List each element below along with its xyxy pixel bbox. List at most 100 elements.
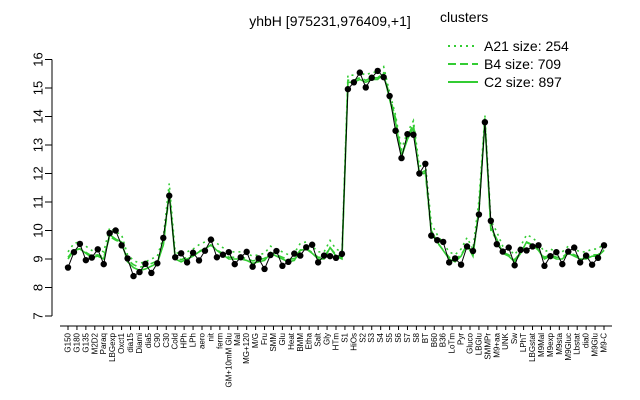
x-tick-label: M2D2	[90, 332, 99, 354]
profile-point	[535, 242, 542, 249]
profile-point	[571, 244, 578, 251]
x-tick-label: S4	[376, 332, 385, 342]
x-tick-label: G180	[72, 332, 81, 352]
profile-point	[422, 160, 429, 168]
x-tick-label: Gluco	[466, 332, 475, 353]
profile-point	[582, 252, 590, 259]
x-tick-label: M9Gluc	[564, 333, 573, 361]
x-tick-label: S8	[412, 332, 421, 342]
legend-a21-label: A21 size: 254	[484, 38, 569, 54]
x-tick-label: G135	[81, 332, 90, 352]
x-tick-label: B36	[439, 332, 448, 347]
x-tick-label: GM+10mM Glu	[224, 333, 233, 387]
x-tick-label: S1	[340, 332, 349, 342]
y-tick-label: 9	[31, 255, 46, 262]
x-tick-label: HTm	[332, 333, 341, 351]
x-tick-label: S5	[385, 332, 394, 342]
x-tick-label: BT	[421, 333, 430, 343]
y-tick-label: 10	[31, 223, 46, 237]
x-tick-label: Heat	[287, 332, 296, 350]
x-tick-label: Fru	[260, 333, 269, 345]
profile-point	[118, 242, 125, 249]
x-tick-label: MG+120	[242, 332, 251, 363]
profile-point	[440, 238, 447, 246]
x-tick-label: aero	[198, 332, 207, 349]
profile-point	[183, 259, 191, 266]
profile-point	[594, 254, 602, 262]
profile-point	[445, 259, 453, 266]
profile-point	[505, 244, 512, 251]
y-tick-label: 8	[31, 284, 46, 291]
profile-point	[588, 261, 596, 268]
x-tick-label: M9exp	[546, 332, 555, 357]
y-tick-label: 14	[31, 109, 46, 123]
profile-point	[344, 85, 352, 93]
profile-point	[517, 246, 524, 254]
profile-point	[172, 254, 179, 261]
x-tick-label: UNK	[501, 332, 510, 350]
profile-point	[356, 69, 364, 76]
y-tick-label: 16	[31, 52, 46, 66]
profile-point	[237, 254, 244, 261]
profile-point	[70, 248, 78, 256]
x-tick-label: Cold	[171, 333, 180, 349]
profile-point	[279, 262, 286, 270]
profile-point	[541, 262, 548, 270]
profile-point	[475, 211, 483, 218]
x-tick-label: S7	[403, 332, 412, 342]
profile-point	[320, 252, 328, 259]
series-b4-line	[67, 71, 605, 269]
x-tick-label: LBGlu	[474, 333, 483, 355]
x-tick-label: Oxct1	[117, 332, 126, 353]
profile-point	[124, 255, 131, 262]
profile-point	[410, 131, 417, 138]
x-tick-label: C30	[162, 332, 171, 347]
profile-point	[547, 252, 554, 260]
y-tick-label: 13	[31, 138, 46, 152]
profile-point	[297, 252, 304, 259]
profile-point	[374, 67, 381, 75]
x-tick-label: M/G	[251, 333, 260, 348]
x-tick-label: G150	[64, 332, 73, 352]
profile-point	[529, 243, 536, 250]
x-axis: G150 G180 G135 M2D2 Paraq LBGexp Oxct1 dia15 Dia…	[60, 325, 612, 387]
x-tick-label: M9Glu	[591, 333, 600, 357]
profile-point	[142, 260, 149, 268]
legend-b4-label: B4 size: 709	[484, 56, 561, 72]
series-a21	[67, 65, 605, 265]
x-tick-label: M9sta	[555, 332, 564, 354]
profile-point	[386, 92, 393, 100]
profile-point	[350, 79, 358, 86]
profile-point	[487, 217, 495, 225]
x-tick-label: LPh	[189, 333, 198, 347]
x-tick-label: Mal	[233, 333, 242, 346]
profile-point	[249, 263, 256, 270]
profile-point	[82, 256, 90, 264]
x-tick-label: Diami	[135, 333, 144, 354]
series-a21-line	[67, 65, 605, 265]
profile-point	[112, 227, 119, 234]
profile-point	[565, 248, 572, 255]
profile-point	[261, 265, 268, 273]
profile-point	[195, 257, 203, 264]
profile-point	[225, 248, 232, 256]
profile-point	[76, 240, 84, 248]
profile-point	[600, 242, 608, 249]
profile-point	[201, 247, 209, 254]
legend-c2-label: C2 size: 897	[484, 74, 562, 90]
x-tick-label: Lbstat	[573, 332, 582, 355]
profile-point	[338, 250, 346, 258]
x-tick-label: BMM	[296, 333, 305, 352]
profile-point	[100, 260, 107, 268]
profile-point	[255, 255, 262, 262]
x-tick-label: Pyr	[457, 333, 466, 345]
profile-point	[451, 255, 459, 262]
profile-point	[332, 254, 340, 262]
profile-point	[207, 236, 215, 243]
y-tick-label: 12	[31, 166, 46, 180]
series-c2-line	[67, 72, 605, 272]
x-tick-label: Sw	[510, 333, 519, 344]
x-tick-label: S2	[358, 332, 367, 342]
x-tick-label: B60	[430, 332, 439, 347]
